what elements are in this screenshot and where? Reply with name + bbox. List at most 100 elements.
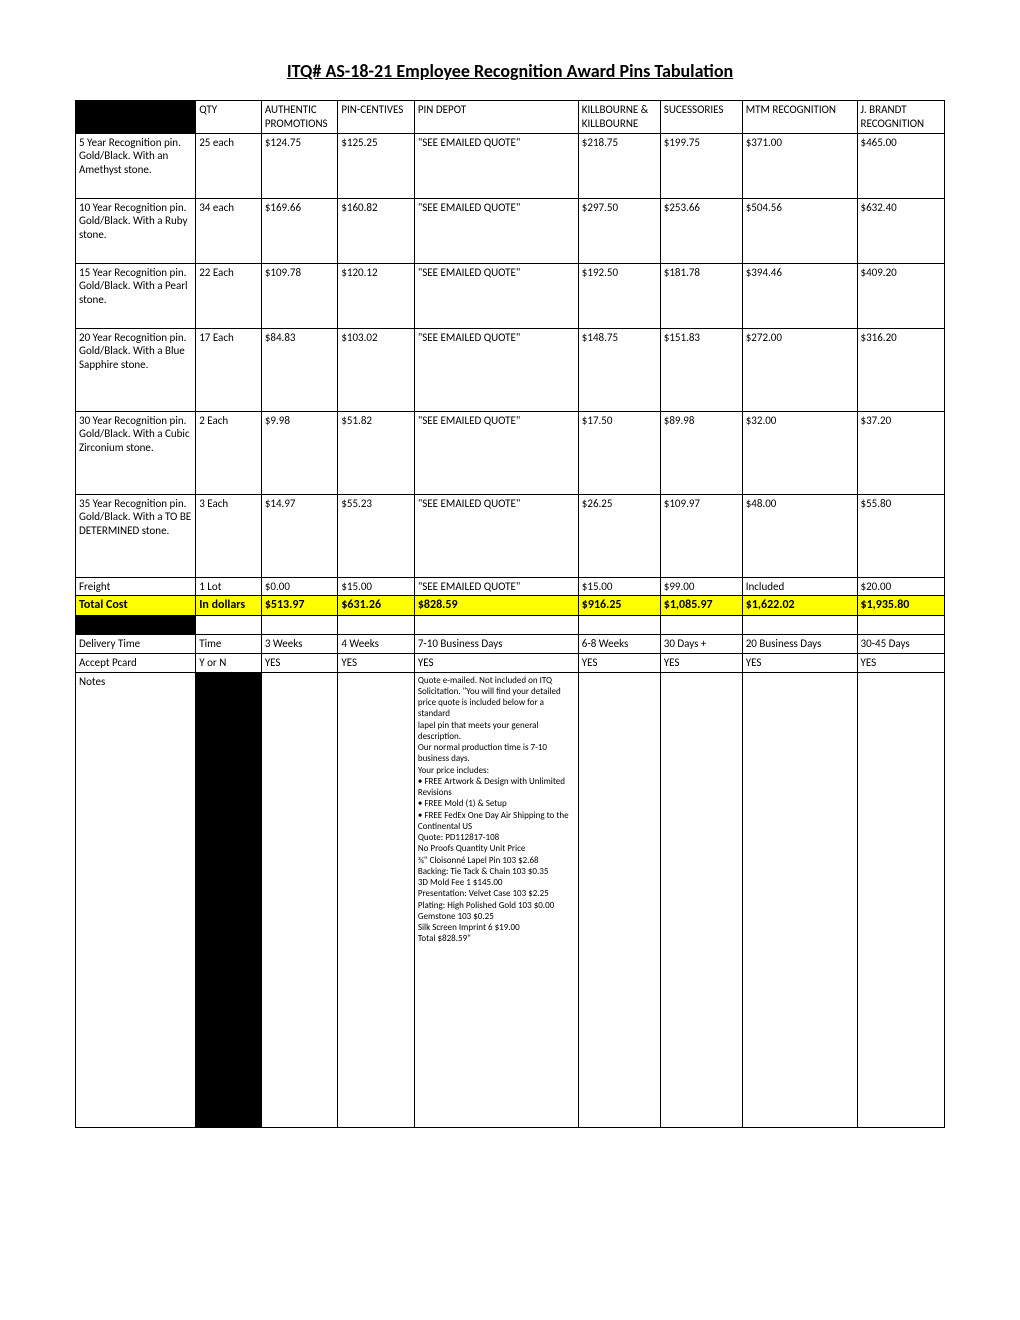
tabulation-table: QTY AUTHENTIC PROMOTIONS PIN-CENTIVES PI…	[75, 100, 945, 1128]
cell-val: YES	[660, 653, 742, 672]
spacer-cell	[76, 616, 196, 635]
cell-val: $26.25	[578, 494, 660, 577]
cell-desc: 35 Year Recognition pin. Gold/Black. Wit…	[76, 494, 196, 577]
cell-val: "SEE EMAILED QUOTE"	[414, 133, 578, 198]
notes-cell	[578, 672, 660, 1127]
cell-val: $103.02	[338, 328, 415, 411]
cell-val: 7-10 Business Days	[414, 635, 578, 654]
total-row: Total Cost In dollars $513.97 $631.26 $8…	[76, 596, 945, 616]
freight-label: Freight	[76, 577, 196, 596]
cell-qty: 34 each	[196, 198, 262, 263]
cell-val: "SEE EMAILED QUOTE"	[414, 494, 578, 577]
cell-val: YES	[414, 653, 578, 672]
table-row: 30 Year Recognition pin. Gold/Black. Wit…	[76, 411, 945, 494]
cell-qty: 17 Each	[196, 328, 262, 411]
notes-cell	[742, 672, 857, 1127]
header-vendor-6: J. BRANDT RECOGNITION	[857, 101, 945, 134]
cell-val: $55.23	[338, 494, 415, 577]
spacer-cell	[660, 616, 742, 635]
delivery-label: Delivery Time	[76, 635, 196, 654]
cell-val: "SEE EMAILED QUOTE"	[414, 411, 578, 494]
cell-val: $513.97	[261, 596, 338, 616]
spacer-row	[76, 616, 945, 635]
cell-val: 4 Weeks	[338, 635, 415, 654]
pcard-qty: Y or N	[196, 653, 262, 672]
delivery-qty: Time	[196, 635, 262, 654]
cell-desc: 10 Year Recognition pin. Gold/Black. Wit…	[76, 198, 196, 263]
cell-val: $0.00	[261, 577, 338, 596]
cell-val: $199.75	[660, 133, 742, 198]
cell-val: $181.78	[660, 263, 742, 328]
header-vendor-4: SUCESSORIES	[660, 101, 742, 134]
cell-desc: 20 Year Recognition pin. Gold/Black. Wit…	[76, 328, 196, 411]
header-qty: QTY	[196, 101, 262, 134]
table-row: 20 Year Recognition pin. Gold/Black. Wit…	[76, 328, 945, 411]
cell-val: $55.80	[857, 494, 945, 577]
cell-val: "SEE EMAILED QUOTE"	[414, 198, 578, 263]
cell-val: 3 Weeks	[261, 635, 338, 654]
spacer-cell	[742, 616, 857, 635]
table-row: 5 Year Recognition pin. Gold/Black. With…	[76, 133, 945, 198]
cell-val: $371.00	[742, 133, 857, 198]
cell-val: $48.00	[742, 494, 857, 577]
cell-val: $1,935.80	[857, 596, 945, 616]
cell-desc: 30 Year Recognition pin. Gold/Black. Wit…	[76, 411, 196, 494]
spacer-cell	[414, 616, 578, 635]
cell-val: $394.46	[742, 263, 857, 328]
pcard-label: Accept Pcard	[76, 653, 196, 672]
cell-val: 30 Days +	[660, 635, 742, 654]
spacer-cell	[261, 616, 338, 635]
cell-val: $1,085.97	[660, 596, 742, 616]
cell-val: YES	[742, 653, 857, 672]
cell-val: $916.25	[578, 596, 660, 616]
cell-val: $631.26	[338, 596, 415, 616]
spacer-cell	[578, 616, 660, 635]
cell-val: YES	[338, 653, 415, 672]
cell-val: "SEE EMAILED QUOTE"	[414, 263, 578, 328]
cell-val: Included	[742, 577, 857, 596]
header-vendor-3: KILLBOURNE & KILLBOURNE	[578, 101, 660, 134]
cell-val: $297.50	[578, 198, 660, 263]
cell-val: $14.97	[261, 494, 338, 577]
cell-val: $20.00	[857, 577, 945, 596]
notes-row: Notes Quote e-mailed. Not included on IT…	[76, 672, 945, 1127]
notes-cell	[660, 672, 742, 1127]
cell-val: $109.78	[261, 263, 338, 328]
cell-val: $89.98	[660, 411, 742, 494]
cell-val: $169.66	[261, 198, 338, 263]
cell-val: $99.00	[660, 577, 742, 596]
header-blank	[76, 101, 196, 134]
spacer-cell	[338, 616, 415, 635]
cell-val: $1,622.02	[742, 596, 857, 616]
header-vendor-0: AUTHENTIC PROMOTIONS	[261, 101, 338, 134]
cell-val: YES	[578, 653, 660, 672]
cell-qty: 25 each	[196, 133, 262, 198]
notes-pindepot: Quote e-mailed. Not included on ITQ Soli…	[414, 672, 578, 1127]
cell-val: $272.00	[742, 328, 857, 411]
cell-val: $253.66	[660, 198, 742, 263]
cell-desc: 5 Year Recognition pin. Gold/Black. With…	[76, 133, 196, 198]
cell-val: $192.50	[578, 263, 660, 328]
freight-qty: 1 Lot	[196, 577, 262, 596]
cell-val: 30-45 Days	[857, 635, 945, 654]
cell-val: $316.20	[857, 328, 945, 411]
table-row: 15 Year Recognition pin. Gold/Black. Wit…	[76, 263, 945, 328]
total-label: Total Cost	[76, 596, 196, 616]
header-vendor-5: MTM RECOGNITION	[742, 101, 857, 134]
cell-qty: 3 Each	[196, 494, 262, 577]
spacer-cell	[196, 616, 262, 635]
notes-cell	[338, 672, 415, 1127]
cell-val: $409.20	[857, 263, 945, 328]
notes-blank	[196, 672, 262, 1127]
cell-val: $828.59	[414, 596, 578, 616]
cell-val: $504.56	[742, 198, 857, 263]
cell-val: $124.75	[261, 133, 338, 198]
cell-val: $109.97	[660, 494, 742, 577]
cell-val: YES	[261, 653, 338, 672]
cell-val: $632.40	[857, 198, 945, 263]
cell-val: $84.83	[261, 328, 338, 411]
cell-val: 20 Business Days	[742, 635, 857, 654]
cell-val: $160.82	[338, 198, 415, 263]
cell-val: $125.25	[338, 133, 415, 198]
cell-val: $32.00	[742, 411, 857, 494]
